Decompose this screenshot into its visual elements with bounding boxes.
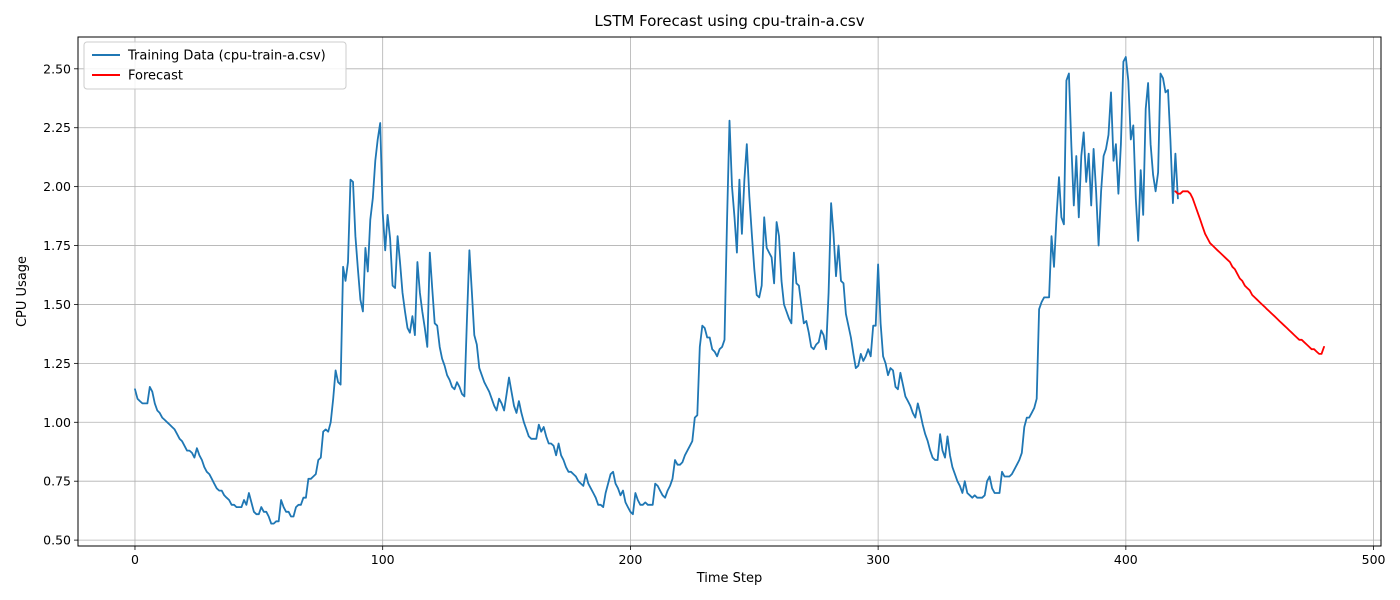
plot-frame <box>77 36 1382 547</box>
y-tick-label: 0.50 <box>43 533 71 548</box>
y-tick-label: 1.00 <box>43 415 71 430</box>
tick-layer: 0 100 200 300 400 500 0.50 0.75 1.00 1.25 1.50 1.75… <box>43 61 1385 567</box>
x-tick-label: 200 <box>618 552 642 567</box>
x-tick-label: 300 <box>866 552 890 567</box>
grid-layer <box>78 37 1381 546</box>
legend-box <box>83 41 347 90</box>
y-tick-label: 2.00 <box>43 179 71 194</box>
y-tick-label: 2.50 <box>43 61 71 76</box>
x-tick-label: 500 <box>1362 552 1386 567</box>
series-line-forecast <box>1174 190 1325 355</box>
legend-label-training: Training Data (cpu-train-a.csv) <box>127 49 326 64</box>
x-tick-label: 0 <box>131 552 139 567</box>
legend: Training Data (cpu-train-a.csv) Forecast <box>83 41 347 90</box>
x-tick-label: 100 <box>371 552 395 567</box>
x-tick-label: 400 <box>1114 552 1138 567</box>
y-tick-label: 1.50 <box>43 297 71 312</box>
legend-label-forecast: Forecast <box>128 69 183 84</box>
x-axis-label: Time Step <box>696 571 763 586</box>
y-tick-label: 2.25 <box>43 120 71 135</box>
y-tick-label: 1.25 <box>43 356 71 371</box>
series-layer <box>134 56 1325 525</box>
y-tick-label: 0.75 <box>43 474 71 489</box>
y-axis-label: CPU Usage <box>15 256 30 327</box>
chart-title: LSTM Forecast using cpu-train-a.csv <box>594 12 864 30</box>
series-line-training <box>134 56 1179 525</box>
y-tick-label: 1.75 <box>43 238 71 253</box>
